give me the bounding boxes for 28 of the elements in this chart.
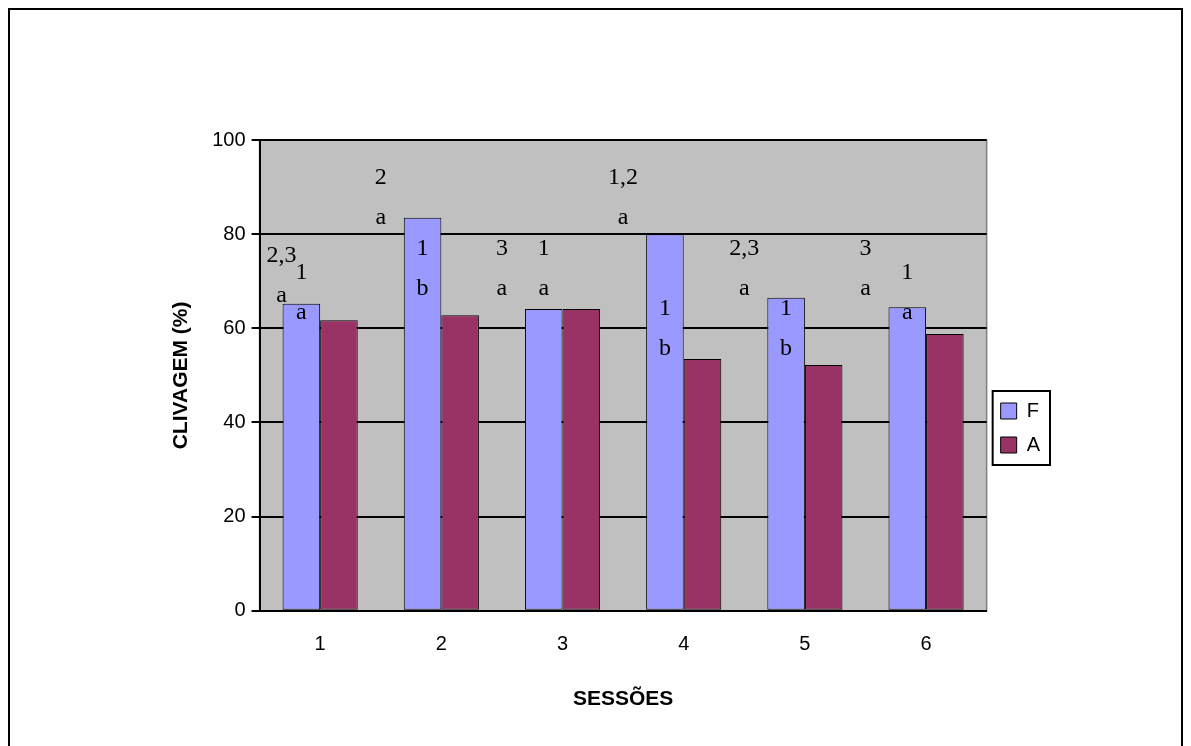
annotation: 3 a bbox=[859, 234, 872, 301]
annotation: 2,3 a bbox=[729, 234, 760, 301]
y-tick-label: 20 bbox=[223, 504, 246, 527]
annotation: 1,2 a bbox=[608, 163, 639, 230]
annotation: 1 a bbox=[295, 258, 308, 325]
x-axis-title: SESSÕES bbox=[572, 686, 674, 710]
x-tick-label: 6 bbox=[920, 632, 932, 655]
y-tick-label: 60 bbox=[223, 315, 246, 338]
x-tick-label: 1 bbox=[314, 632, 326, 655]
legend-label: F bbox=[1026, 398, 1039, 421]
x-tick-label: 2 bbox=[435, 632, 447, 655]
y-tick-label: 40 bbox=[223, 410, 246, 432]
x-tick-label: 3 bbox=[556, 632, 569, 655]
annotation: 1 a bbox=[537, 234, 550, 301]
x-tick-label: 5 bbox=[799, 632, 811, 655]
y-tick-label: 100 bbox=[212, 127, 246, 150]
y-axis-title: CLIVAGEM (%) bbox=[168, 301, 192, 450]
x-tick-label: 4 bbox=[678, 632, 690, 655]
annotation: 1 a bbox=[901, 258, 914, 325]
annotation: 2,3 a bbox=[266, 241, 297, 308]
legend-label: A bbox=[1026, 432, 1041, 455]
annotation: 2 a bbox=[374, 163, 387, 230]
y-tick-label: 80 bbox=[223, 221, 246, 244]
annotation: 1 b bbox=[658, 294, 671, 361]
y-tick-label: 0 bbox=[234, 598, 246, 621]
annotation: 3 a bbox=[495, 234, 508, 301]
annotation: 1 b bbox=[416, 234, 429, 301]
annotation: 1 b bbox=[780, 294, 793, 361]
